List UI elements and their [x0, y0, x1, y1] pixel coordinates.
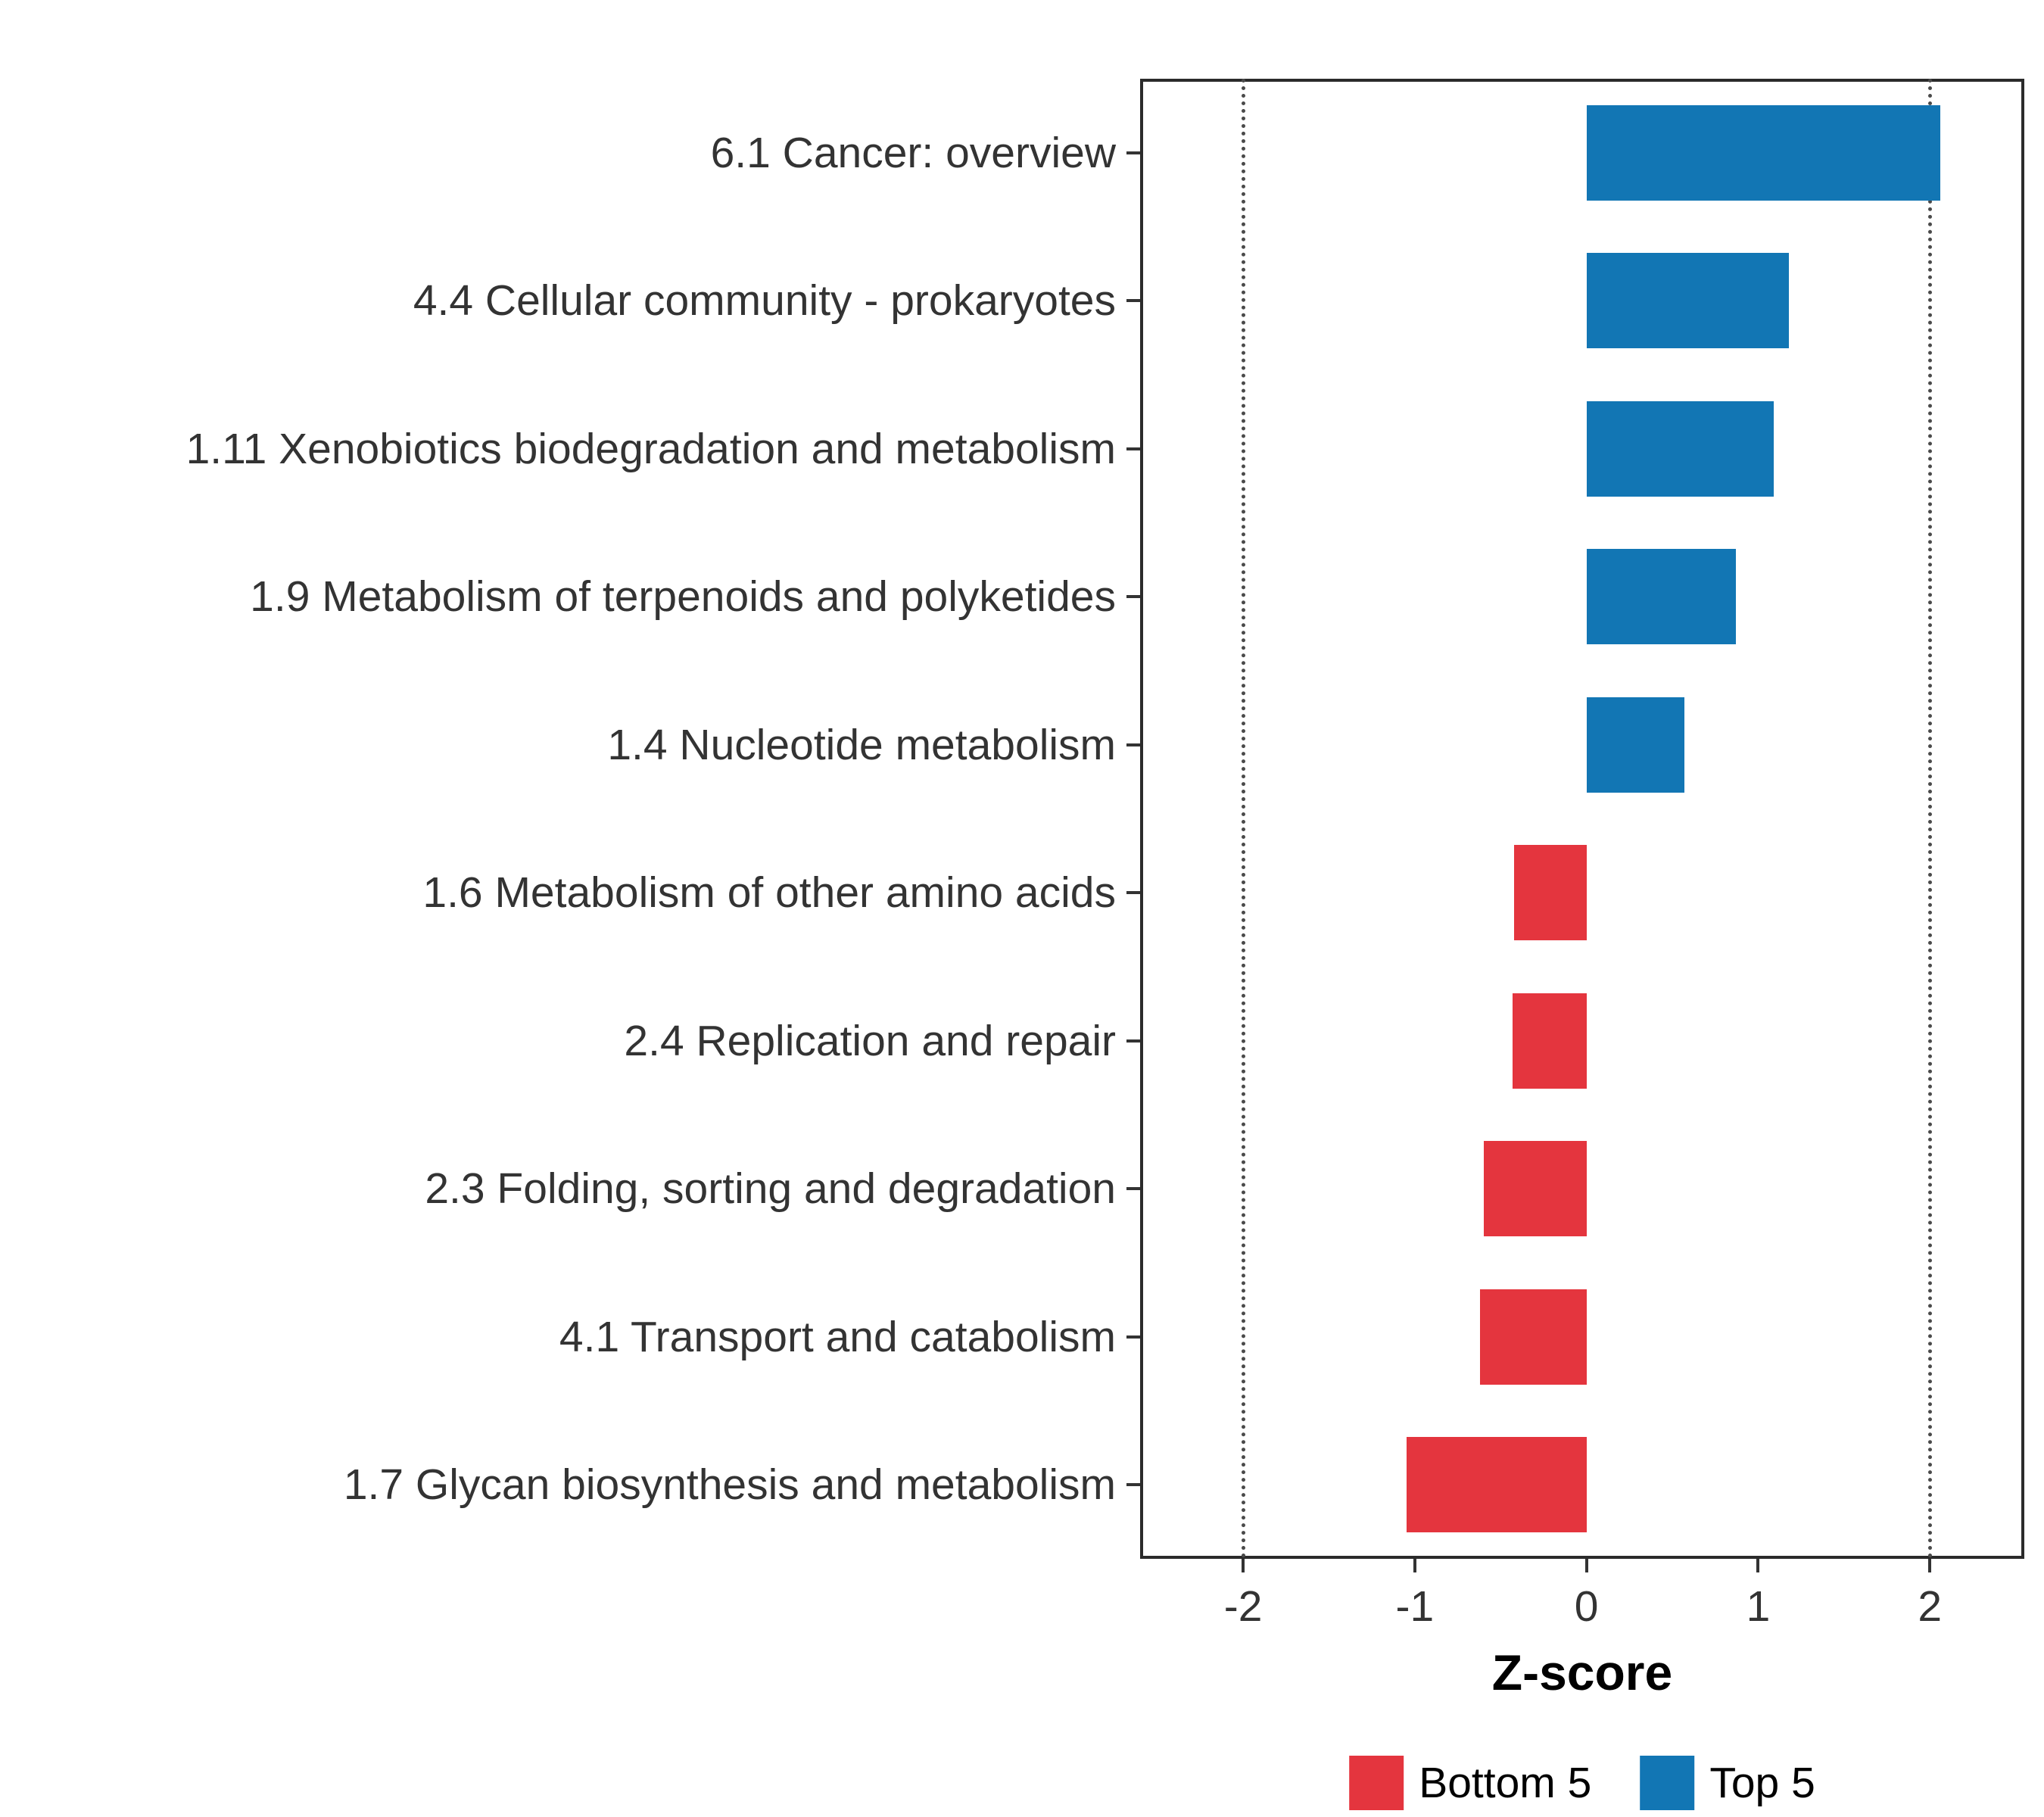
- bar: [1586, 253, 1790, 349]
- x-axis-tick: [1584, 1559, 1588, 1572]
- y-axis-tick: [1126, 1335, 1140, 1339]
- category-label: 2.4 Replication and repair: [624, 1016, 1116, 1065]
- category-label: 1.9 Metabolism of terpenoids and polyket…: [250, 572, 1116, 622]
- category-label: 6.1 Cancer: overview: [710, 128, 1116, 177]
- bar: [1586, 104, 1940, 201]
- legend-label: Bottom 5: [1419, 1759, 1592, 1807]
- x-axis-tick: [1928, 1559, 1932, 1572]
- reference-line: [1242, 79, 1246, 1559]
- x-axis-tick-label: -1: [1395, 1582, 1435, 1631]
- x-axis-tick-label: 2: [1918, 1582, 1943, 1631]
- category-label: 1.7 Glycan biosynthesis and metabolism: [343, 1460, 1116, 1510]
- category-label: 1.11 Xenobiotics biodegradation and meta…: [185, 424, 1116, 473]
- x-axis-tick: [1756, 1559, 1760, 1572]
- category-label: 1.6 Metabolism of other amino acids: [422, 868, 1116, 918]
- bar: [1514, 845, 1587, 941]
- y-axis-tick: [1126, 891, 1140, 895]
- reference-line: [1928, 79, 1933, 1559]
- bar: [1406, 1437, 1587, 1533]
- x-axis-tick-label: 0: [1574, 1582, 1599, 1631]
- x-axis-tick-label: 1: [1746, 1582, 1771, 1631]
- y-axis-tick: [1126, 743, 1140, 746]
- category-label: 2.3 Folding, sorting and degradation: [425, 1164, 1116, 1214]
- y-axis-tick: [1126, 447, 1140, 450]
- bar: [1513, 993, 1587, 1089]
- category-label: 4.4 Cellular community - prokaryotes: [413, 276, 1116, 326]
- category-label: 4.1 Transport and catabolism: [559, 1312, 1116, 1361]
- bar: [1483, 1141, 1587, 1237]
- x-axis-tick: [1242, 1559, 1245, 1572]
- x-axis-tick: [1413, 1559, 1416, 1572]
- legend-swatch: [1349, 1756, 1404, 1810]
- bar: [1480, 1289, 1587, 1385]
- bar: [1586, 549, 1736, 645]
- category-label: 1.4 Nucleotide metabolism: [607, 720, 1116, 769]
- x-axis-tick-label: -2: [1223, 1582, 1263, 1631]
- y-axis-tick: [1126, 595, 1140, 599]
- y-axis-tick: [1126, 1187, 1140, 1191]
- y-axis-tick: [1126, 151, 1140, 154]
- x-axis-title: Z-score: [1491, 1644, 1673, 1700]
- bar: [1586, 400, 1774, 497]
- y-axis-tick: [1126, 1483, 1140, 1487]
- legend-label: Top 5: [1709, 1759, 1815, 1807]
- legend-entry: Bottom 5: [1349, 1756, 1591, 1810]
- legend: Bottom 5 Top 5: [1349, 1756, 1815, 1810]
- y-axis-tick: [1126, 299, 1140, 303]
- bar: [1586, 697, 1684, 793]
- legend-swatch: [1640, 1756, 1695, 1810]
- legend-entry: Top 5: [1640, 1756, 1815, 1810]
- y-axis-tick: [1126, 1039, 1140, 1043]
